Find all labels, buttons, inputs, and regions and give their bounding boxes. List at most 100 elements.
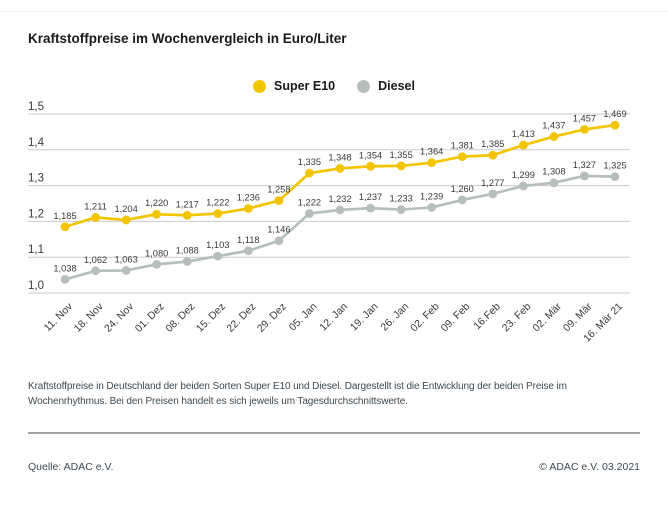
y-tick-label: 1,2: [28, 208, 44, 220]
series-diesel-point: [213, 251, 223, 261]
chart-description: Kraftstoffpreise in Deutschland der beid…: [28, 381, 567, 407]
series-diesel-point: [488, 189, 498, 199]
series-super-e10-point: [549, 132, 559, 141]
x-tick-label: 19. Jan: [348, 301, 381, 334]
x-tick-label: 26. Jan: [378, 301, 411, 334]
series-diesel-value-label: 1,118: [237, 235, 260, 245]
series-diesel-value-label: 1,146: [267, 225, 290, 235]
y-tick-label: 1,5: [28, 101, 44, 113]
series-diesel-value-label: 1,222: [298, 198, 321, 208]
x-tick-label: 05. Jan: [287, 301, 320, 334]
series-super-e10-value-label: 1,381: [451, 141, 474, 151]
series-diesel-point: [121, 266, 131, 275]
series-diesel-value-label: 1,063: [114, 254, 137, 264]
series-diesel-value-label: 1,299: [512, 170, 535, 180]
x-tick-label: 15. Dez: [194, 301, 228, 335]
series-super-e10-value-label: 1,348: [328, 152, 351, 162]
series-diesel-value-label: 1,325: [603, 161, 626, 171]
series-diesel-point: [580, 171, 589, 181]
y-tick-label: 1,4: [28, 137, 45, 149]
series-diesel-value-label: 1,237: [359, 192, 382, 202]
series-diesel-point: [518, 181, 528, 191]
series-diesel-value-label: 1,080: [145, 248, 168, 258]
series-diesel-point: [610, 172, 620, 182]
series-diesel-point: [152, 259, 162, 269]
series-diesel-point: [427, 203, 437, 212]
series-diesel-value-label: 1,038: [53, 263, 76, 273]
series-super-e10-value-label: 1,457: [573, 113, 596, 123]
series-super-e10-value-label: 1,437: [542, 121, 565, 131]
x-tick-label: 18. Nov: [72, 300, 107, 335]
series-super-e10-value-label: 1,335: [298, 157, 321, 167]
series-diesel-point: [457, 195, 467, 205]
series-diesel-value-label: 1,239: [420, 191, 443, 201]
series-diesel-value-label: 1,233: [389, 194, 412, 204]
series-super-e10-point: [274, 196, 284, 206]
series-super-e10-point: [152, 209, 162, 219]
x-tick-label: 08. Dez: [163, 301, 197, 335]
diesel-dot-icon: [357, 79, 371, 93]
series-super-e10-value-label: 1,413: [512, 129, 535, 139]
series-diesel-value-label: 1,308: [542, 167, 565, 177]
y-tick-label: 1,3: [28, 173, 44, 185]
super-e10-dot-icon: [253, 79, 266, 93]
series-super-e10-value-label: 1,354: [359, 150, 382, 160]
footer-divider: [28, 432, 640, 434]
series-super-e10-point: [518, 140, 528, 150]
series-super-e10-value-label: 1,217: [176, 199, 199, 209]
x-tick-label: 24. Nov: [102, 300, 137, 335]
series-super-e10-value-label: 1,211: [84, 201, 107, 211]
x-tick-label: 01. Dez: [133, 301, 167, 335]
series-diesel-value-label: 1,277: [481, 178, 504, 188]
series-super-e10-value-label: 1,385: [481, 139, 504, 149]
y-tick-label: 1,1: [28, 244, 44, 256]
legend-item-diesel: Diesel: [357, 79, 415, 93]
series-diesel-point: [366, 203, 375, 213]
series-diesel-point: [396, 205, 406, 214]
x-tick-label: 11. Nov: [42, 300, 76, 334]
series-super-e10-point: [335, 164, 345, 173]
series-diesel-value-label: 1,260: [451, 184, 474, 194]
series-super-e10-point: [305, 168, 314, 178]
series-super-e10-point: [610, 120, 620, 130]
series-diesel-point: [305, 209, 314, 218]
series-super-e10-value-label: 1,220: [145, 198, 168, 208]
x-tick-label: 23. Feb: [500, 301, 534, 335]
x-tick-label: 02. Mär: [530, 300, 564, 334]
series-super-e10-point: [60, 222, 70, 232]
x-tick-label: 02. Feb: [408, 301, 442, 335]
series-super-e10-point: [182, 210, 192, 220]
x-tick-label: 12. Jan: [317, 301, 350, 334]
legend-label: Super E10: [274, 79, 336, 93]
series-diesel-value-label: 1,103: [206, 240, 229, 250]
series-super-e10-point: [580, 124, 589, 134]
x-tick-label: 09. Feb: [439, 301, 473, 335]
series-super-e10-point: [366, 161, 375, 171]
x-tick-label: 16.Feb: [471, 301, 503, 333]
series-super-e10-value-label: 1,258: [267, 185, 290, 195]
series-super-e10-value-label: 1,222: [206, 198, 229, 208]
y-tick-label: 1,0: [28, 280, 44, 292]
legend-label: Diesel: [378, 79, 415, 93]
series-super-e10-value-label: 1,355: [389, 150, 412, 160]
series-super-e10-value-label: 1,185: [53, 211, 76, 221]
series-diesel-point: [91, 266, 100, 276]
series-super-e10-point: [488, 150, 498, 160]
series-super-e10-value-label: 1,364: [420, 147, 443, 157]
series-super-e10-point: [121, 215, 131, 225]
x-tick-label: 29. Dez: [255, 301, 289, 335]
series-super-e10-point: [243, 204, 253, 213]
series-diesel-point: [182, 257, 192, 266]
series-diesel-line: [64, 174, 616, 281]
series-diesel-value-label: 1,232: [328, 194, 351, 204]
copyright-note: © ADAC e.V. 03.2021: [539, 461, 640, 473]
series-super-e10-point: [213, 209, 223, 218]
series-diesel-value-label: 1,327: [573, 160, 596, 170]
top-divider: [0, 11, 668, 12]
series-super-e10-value-label: 1,469: [603, 109, 626, 119]
chart-legend: Super E10 Diesel: [0, 79, 668, 93]
series-diesel-point: [243, 246, 253, 256]
page-title: Kraftstoffpreise im Wochenvergleich in E…: [28, 31, 347, 46]
